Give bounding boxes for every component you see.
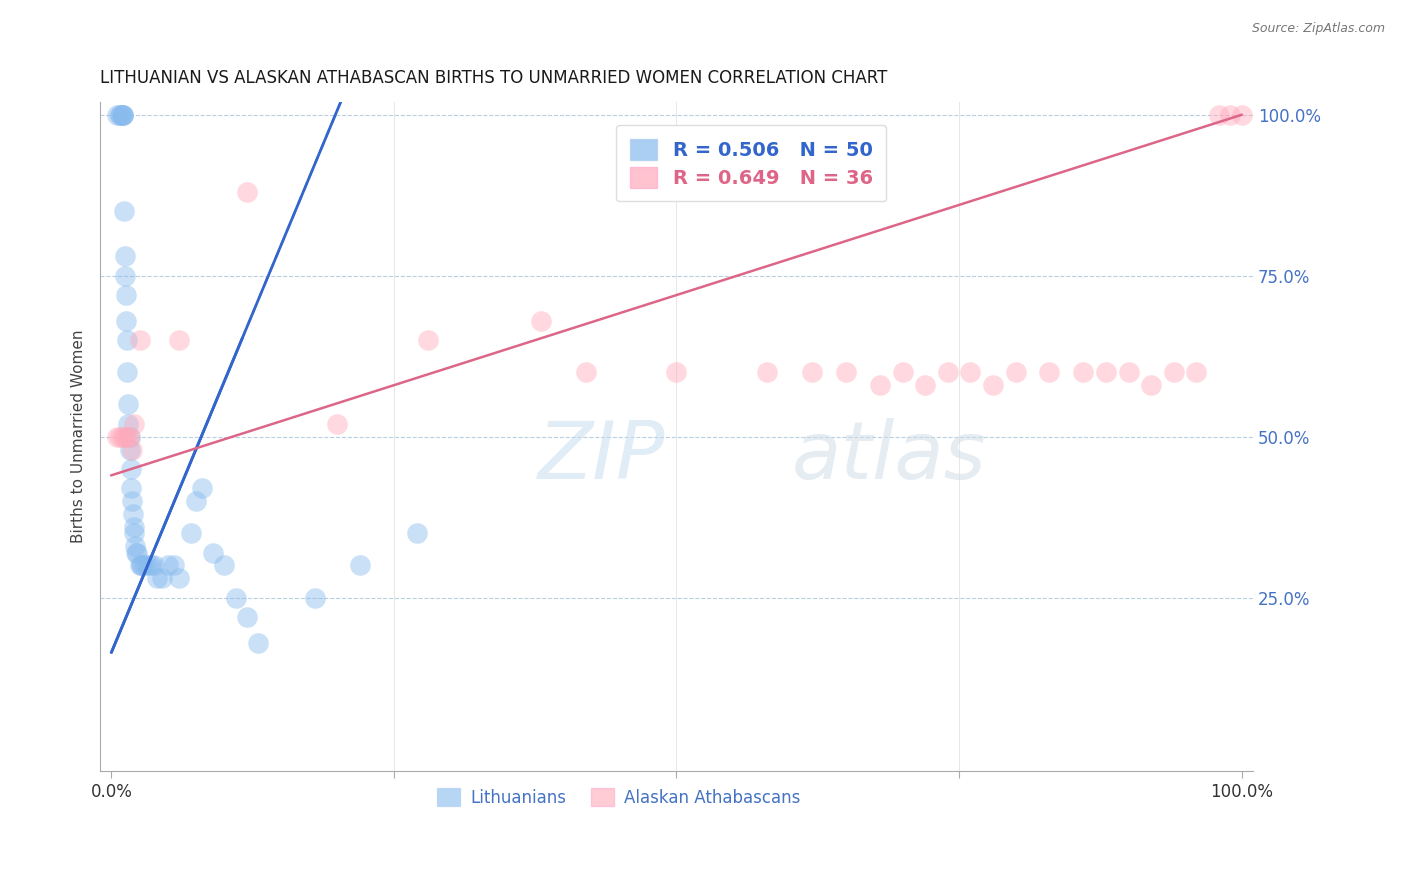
Point <box>110 430 132 444</box>
Point <box>115 288 138 302</box>
Point <box>117 417 139 431</box>
Point <box>143 558 166 573</box>
Point <box>416 333 439 347</box>
Text: atlas: atlas <box>792 417 987 496</box>
Point <box>1038 365 1060 379</box>
Point <box>105 108 128 122</box>
Point <box>1095 365 1118 379</box>
Point <box>936 365 959 379</box>
Point <box>959 365 981 379</box>
Y-axis label: Births to Unmarried Women: Births to Unmarried Women <box>72 330 86 543</box>
Point <box>117 365 139 379</box>
Point <box>167 571 190 585</box>
Point <box>150 571 173 585</box>
Point <box>114 268 136 283</box>
Point <box>1140 378 1163 392</box>
Text: LITHUANIAN VS ALASKAN ATHABASCAN BIRTHS TO UNMARRIED WOMEN CORRELATION CHART: LITHUANIAN VS ALASKAN ATHABASCAN BIRTHS … <box>100 69 887 87</box>
Point <box>115 314 138 328</box>
Point <box>139 558 162 573</box>
Point <box>167 333 190 347</box>
Point <box>156 558 179 573</box>
Point <box>124 539 146 553</box>
Point <box>122 526 145 541</box>
Point <box>129 558 152 573</box>
Point <box>122 417 145 431</box>
Point <box>835 365 858 379</box>
Point <box>110 108 132 122</box>
Point <box>120 481 142 495</box>
Point <box>665 365 688 379</box>
Point <box>801 365 824 379</box>
Point <box>121 494 143 508</box>
Point <box>225 591 247 605</box>
Point <box>111 108 134 122</box>
Point <box>111 108 134 122</box>
Point <box>110 108 132 122</box>
Point <box>114 430 136 444</box>
Point <box>121 442 143 457</box>
Point <box>1185 365 1208 379</box>
Point <box>236 185 259 199</box>
Point <box>122 507 145 521</box>
Point <box>122 520 145 534</box>
Point <box>125 545 148 559</box>
Point <box>349 558 371 573</box>
Point <box>1208 108 1230 122</box>
Point <box>755 365 778 379</box>
Point <box>111 108 134 122</box>
Point <box>530 314 553 328</box>
Point <box>105 430 128 444</box>
Point <box>405 526 427 541</box>
Point <box>236 610 259 624</box>
Point <box>111 430 134 444</box>
Point <box>914 378 936 392</box>
Point <box>117 430 139 444</box>
Point <box>1163 365 1185 379</box>
Point <box>1219 108 1241 122</box>
Point <box>117 397 139 411</box>
Point <box>891 365 914 379</box>
Point <box>1004 365 1026 379</box>
Text: ZIP: ZIP <box>538 417 665 496</box>
Point <box>127 545 149 559</box>
Point <box>304 591 326 605</box>
Point <box>162 558 184 573</box>
Point <box>128 558 150 573</box>
Point <box>186 494 208 508</box>
Point <box>117 333 139 347</box>
Point <box>1071 365 1094 379</box>
Point <box>112 204 135 219</box>
Point <box>134 558 156 573</box>
Point <box>214 558 236 573</box>
Point <box>128 333 150 347</box>
Point <box>981 378 1004 392</box>
Point <box>326 417 349 431</box>
Point <box>1118 365 1140 379</box>
Point <box>118 430 141 444</box>
Point <box>1230 108 1253 122</box>
Point <box>118 442 141 457</box>
Point <box>191 481 214 495</box>
Point <box>114 249 136 263</box>
Text: Source: ZipAtlas.com: Source: ZipAtlas.com <box>1251 22 1385 36</box>
Point <box>136 558 159 573</box>
Point <box>110 108 132 122</box>
Point <box>180 526 202 541</box>
Legend: Lithuanians, Alaskan Athabascans: Lithuanians, Alaskan Athabascans <box>430 781 807 814</box>
Point <box>120 462 142 476</box>
Point <box>247 635 270 649</box>
Point <box>575 365 598 379</box>
Point <box>202 545 225 559</box>
Point <box>145 571 167 585</box>
Point <box>869 378 891 392</box>
Point <box>131 558 153 573</box>
Point <box>118 430 141 444</box>
